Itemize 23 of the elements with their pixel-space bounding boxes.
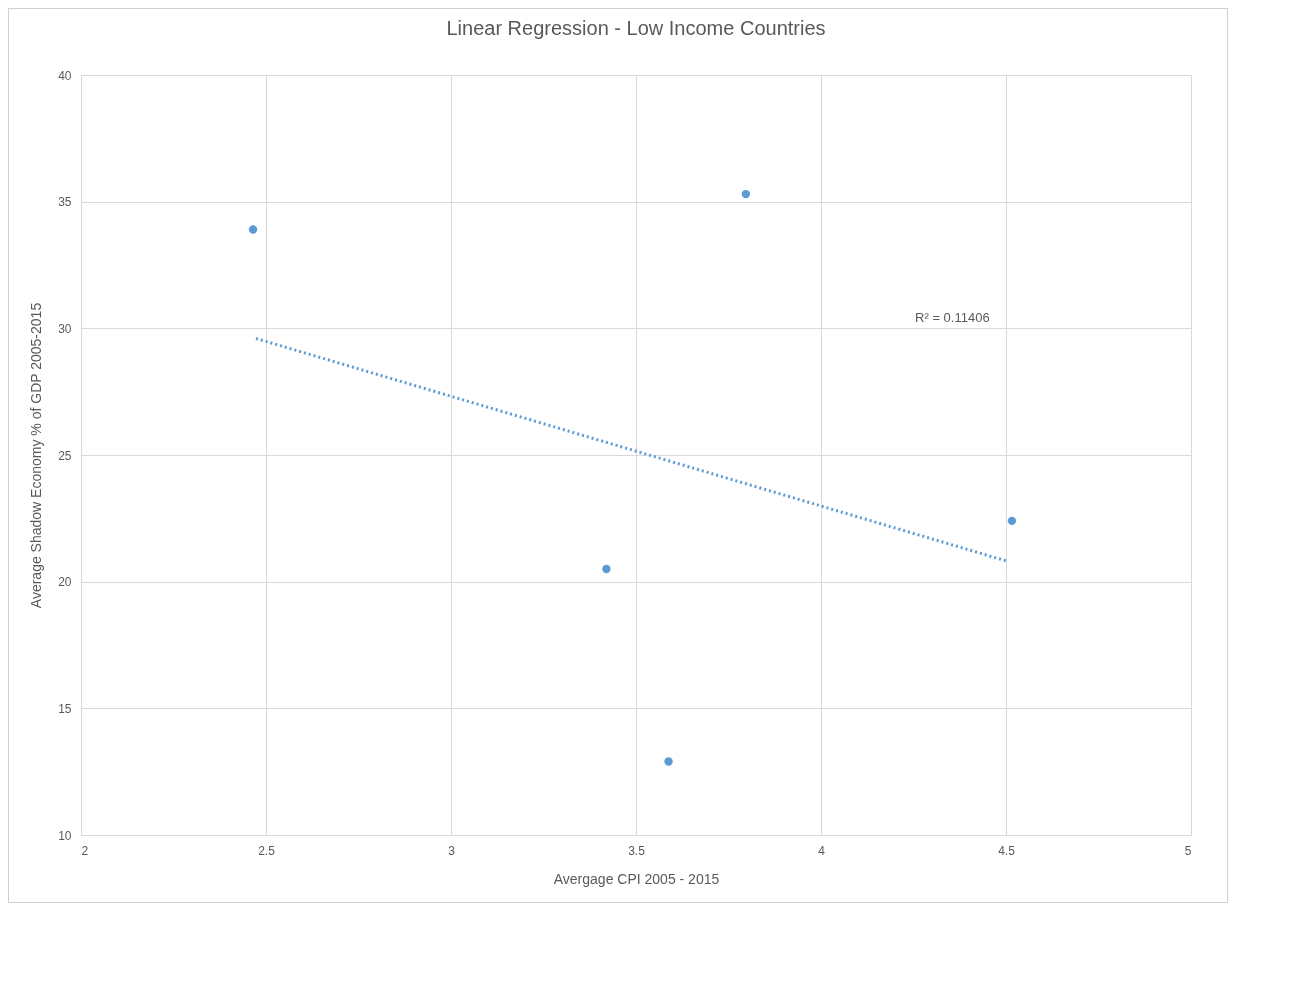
x-tick-label: 2 — [81, 843, 89, 858]
y-tick-label: 40 — [58, 68, 72, 83]
annotation: R² = 0.11406 — [915, 310, 990, 326]
y-tick-label: 30 — [58, 321, 72, 336]
y-tick-label: 10 — [58, 828, 72, 843]
x-axis-title: Avergage CPI 2005 - 2015 — [553, 870, 720, 887]
point — [741, 189, 751, 199]
y-tick-label: 20 — [58, 575, 72, 590]
x-tick-label: 3 — [448, 843, 456, 858]
y-axis-title: Average Shadow Economy % of GDP 2005-2015 — [28, 302, 45, 609]
chart-title: Linear Regression - Low Income Countries — [446, 17, 826, 39]
x-tick-label: 4 — [818, 843, 826, 858]
x-tick-label: 2.5 — [258, 843, 276, 858]
point — [1007, 516, 1017, 526]
y-tick-label: 35 — [58, 195, 72, 210]
x-tick-label: 5 — [1184, 843, 1192, 858]
x-tick-label: 3.5 — [628, 843, 646, 858]
x-tick-label: 4.5 — [998, 843, 1016, 858]
y-tick-label: 15 — [58, 701, 72, 716]
point — [602, 564, 611, 574]
point — [664, 757, 673, 766]
point — [248, 225, 258, 234]
y-tick-label: 25 — [58, 448, 72, 463]
